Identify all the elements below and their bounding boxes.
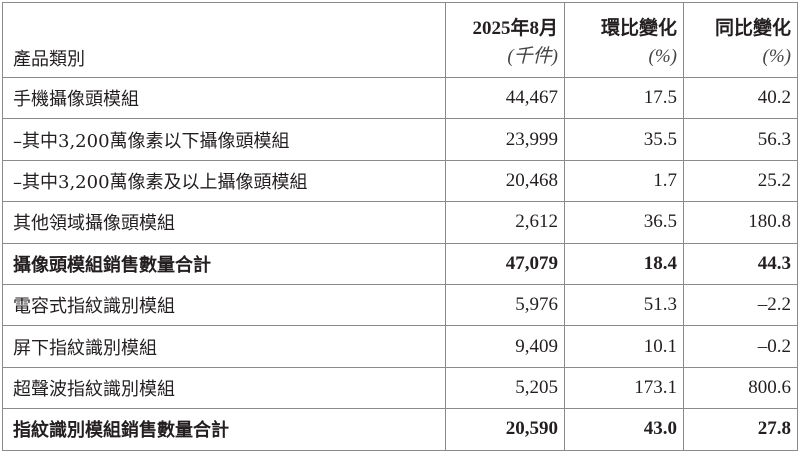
header-yoy-unit: (%)	[762, 46, 791, 67]
header-mom-unit: (%)	[648, 46, 677, 67]
row-name: 電容式指紋識別模組	[2, 283, 446, 327]
row-yoy: 27.8	[683, 408, 798, 451]
row-mom: 17.5	[564, 76, 684, 120]
row-value: 5,976	[445, 283, 565, 327]
row-yoy: 44.3	[683, 242, 798, 285]
row-yoy: 800.6	[683, 366, 798, 410]
row-value: 5,205	[445, 366, 565, 410]
row-name: 攝像頭模組銷售數量合計	[2, 242, 446, 285]
row-name: 屏下指紋識別模組	[2, 325, 446, 368]
header-month-unit: (千件)	[507, 46, 558, 67]
header-yoy: 同比變化 (%)	[683, 2, 798, 78]
row-name: 指紋識別模組銷售數量合計	[2, 408, 446, 451]
row-mom: 35.5	[564, 118, 684, 161]
row-name: –其中3,200萬像素以下攝像頭模組	[2, 118, 446, 161]
row-mom: 43.0	[564, 408, 684, 451]
row-mom: 173.1	[564, 366, 684, 410]
row-mom: 18.4	[564, 242, 684, 285]
row-yoy: 56.3	[683, 118, 798, 161]
row-yoy: 180.8	[683, 201, 798, 244]
row-mom: 51.3	[564, 283, 684, 327]
table-row: 電容式指紋識別模組 5,976 51.3 –2.2	[2, 283, 798, 327]
row-name: –其中3,200萬像素及以上攝像頭模組	[2, 159, 446, 203]
row-mom: 1.7	[564, 159, 684, 203]
header-category: 產品類別	[2, 2, 446, 78]
total-row: 指紋識別模組銷售數量合計 20,590 43.0 27.8	[2, 408, 798, 451]
table-row: –其中3,200萬像素及以上攝像頭模組 20,468 1.7 25.2	[2, 159, 798, 203]
row-value: 47,079	[445, 242, 565, 285]
header-mom-label: 環比變化	[600, 18, 677, 39]
row-yoy: –0.2	[683, 325, 798, 368]
table-row: 屏下指紋識別模組 9,409 10.1 –0.2	[2, 325, 798, 368]
total-row: 攝像頭模組銷售數量合計 47,079 18.4 44.3	[2, 242, 798, 285]
header-month: 2025年8月 (千件)	[445, 2, 565, 78]
row-value: 20,590	[445, 408, 565, 451]
table-row: 超聲波指紋識別模組 5,205 173.1 800.6	[2, 366, 798, 410]
row-name: 其他領域攝像頭模組	[2, 201, 446, 244]
row-value: 2,612	[445, 201, 565, 244]
row-value: 9,409	[445, 325, 565, 368]
row-name: 超聲波指紋識別模組	[2, 366, 446, 410]
row-yoy: –2.2	[683, 283, 798, 327]
row-value: 23,999	[445, 118, 565, 161]
row-value: 20,468	[445, 159, 565, 203]
row-yoy: 25.2	[683, 159, 798, 203]
row-mom: 10.1	[564, 325, 684, 368]
row-value: 44,467	[445, 76, 565, 120]
row-yoy: 40.2	[683, 76, 798, 120]
table-row: 其他領域攝像頭模組 2,612 36.5 180.8	[2, 201, 798, 244]
row-name: 手機攝像頭模組	[2, 76, 446, 120]
header-yoy-label: 同比變化	[714, 18, 791, 39]
header-mom: 環比變化 (%)	[564, 2, 684, 78]
header-row: 產品類別 2025年8月 (千件) 環比變化 (%) 同比變化 (%)	[2, 2, 798, 78]
table-row: 手機攝像頭模組 44,467 17.5 40.2	[2, 76, 798, 120]
row-mom: 36.5	[564, 201, 684, 244]
header-month-label: 2025年8月	[472, 18, 558, 39]
table-row: –其中3,200萬像素以下攝像頭模組 23,999 35.5 56.3	[2, 118, 798, 161]
